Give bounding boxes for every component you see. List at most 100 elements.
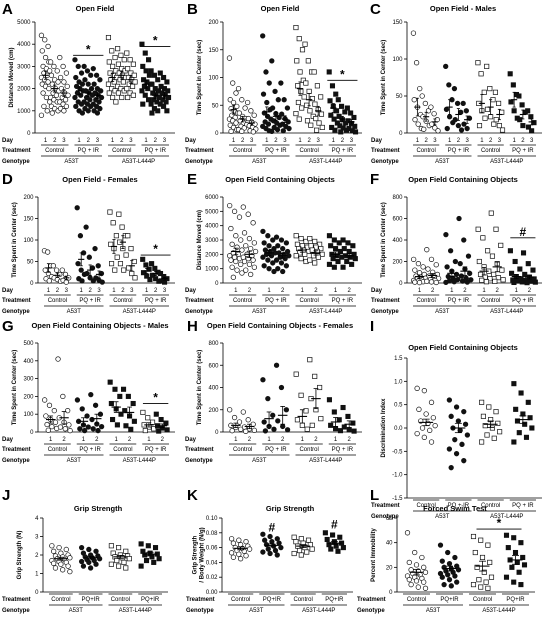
data-point <box>86 254 92 260</box>
data-point <box>530 267 536 273</box>
data-point <box>487 276 493 282</box>
data-point <box>118 411 124 417</box>
data-point <box>153 411 159 417</box>
treatment-value: PQ + IR <box>79 298 101 304</box>
group-9 <box>326 69 340 133</box>
y-axis-label: Time Spent in Center (sec) <box>12 350 18 426</box>
data-point <box>340 545 346 551</box>
treatment-value: Control <box>299 447 318 453</box>
data-point <box>152 265 158 271</box>
day-value: 1 <box>265 138 269 144</box>
data-point <box>428 279 435 285</box>
data-point <box>113 233 119 239</box>
panel-title: Open Field - Males <box>430 4 496 13</box>
data-point <box>55 79 61 85</box>
data-point <box>248 245 254 252</box>
data-point <box>98 88 104 94</box>
data-point <box>309 247 315 253</box>
group-2 <box>479 399 503 445</box>
data-point <box>145 86 151 92</box>
data-point <box>239 247 245 253</box>
treatment-value: PQ+IR <box>506 597 525 603</box>
data-point <box>65 563 71 569</box>
data-point <box>106 90 112 96</box>
data-point <box>44 421 50 428</box>
treatment-value: Control <box>481 148 500 154</box>
data-point <box>265 546 271 552</box>
data-point <box>265 257 271 263</box>
data-point <box>138 563 144 569</box>
data-point <box>477 271 484 277</box>
data-point <box>413 578 420 584</box>
panel-title: Open Field <box>261 4 300 13</box>
data-point <box>329 83 336 89</box>
y-axis-label: Time Spent in Center (sec) <box>12 202 18 278</box>
data-point <box>87 97 93 103</box>
data-point <box>227 202 233 209</box>
data-point <box>298 236 304 242</box>
data-point <box>97 105 103 112</box>
data-point <box>260 254 266 260</box>
data-point <box>312 101 318 107</box>
group-5 <box>460 100 473 132</box>
data-point <box>245 115 252 122</box>
y-tick-label: 0.04 <box>206 560 218 566</box>
data-point <box>149 261 155 267</box>
data-point <box>246 261 253 268</box>
treatment-value: PQ + IR <box>144 148 166 154</box>
day-value: 1 <box>480 138 484 144</box>
data-point <box>446 446 453 452</box>
panel-c: C Open Field - Males 0 50 100 150 Time Spent i… <box>370 1 542 165</box>
treatment-value: Control <box>481 298 500 304</box>
group-7 <box>340 237 358 270</box>
data-point <box>90 426 96 432</box>
data-point <box>251 240 257 246</box>
data-point <box>421 388 427 394</box>
data-point <box>433 279 439 286</box>
data-point <box>344 258 350 265</box>
day-row-label: Day <box>2 138 14 144</box>
data-point <box>279 111 285 117</box>
data-point <box>512 258 518 265</box>
treatment-value: Control <box>233 148 252 154</box>
day-value: 2 <box>463 288 467 294</box>
data-point <box>113 99 119 105</box>
data-point <box>143 68 149 74</box>
panel-k: K Grip Strength 0.00 0.02 0.04 0.06 0.08 0.10 Gr… <box>186 487 353 614</box>
data-point <box>46 85 52 92</box>
data-point <box>461 458 467 464</box>
data-point <box>451 279 457 285</box>
data-point <box>285 119 291 125</box>
day-value: 1 <box>298 138 302 144</box>
data-point <box>525 399 531 405</box>
day-value: 1 <box>450 288 454 294</box>
data-point <box>441 581 447 588</box>
data-point <box>532 279 538 285</box>
data-point <box>339 103 345 109</box>
day-value: 3 <box>163 288 167 294</box>
data-point <box>90 65 96 72</box>
data-point <box>93 72 100 78</box>
panel-h: H Open Field Containing Objects - Females… <box>185 318 362 464</box>
data-point <box>260 549 266 555</box>
data-point <box>299 422 305 428</box>
data-point <box>156 428 162 434</box>
day-value: 1 <box>111 138 115 144</box>
data-point <box>499 267 505 273</box>
day-value: 1 <box>44 138 48 144</box>
data-point <box>464 432 471 438</box>
data-point <box>479 277 485 283</box>
data-point <box>116 211 122 217</box>
data-point <box>228 536 235 542</box>
group-7 <box>116 211 129 273</box>
data-point <box>319 251 325 257</box>
y-axis-label: Grip Strength <box>193 535 199 574</box>
data-point <box>163 99 169 105</box>
data-point <box>58 561 64 567</box>
data-point <box>348 110 354 116</box>
day-value: 1 <box>112 288 116 294</box>
data-point <box>117 261 124 267</box>
treatment-value: PQ + IR <box>265 298 287 304</box>
y-tick-label: 100 <box>23 412 34 418</box>
data-point <box>491 121 497 127</box>
